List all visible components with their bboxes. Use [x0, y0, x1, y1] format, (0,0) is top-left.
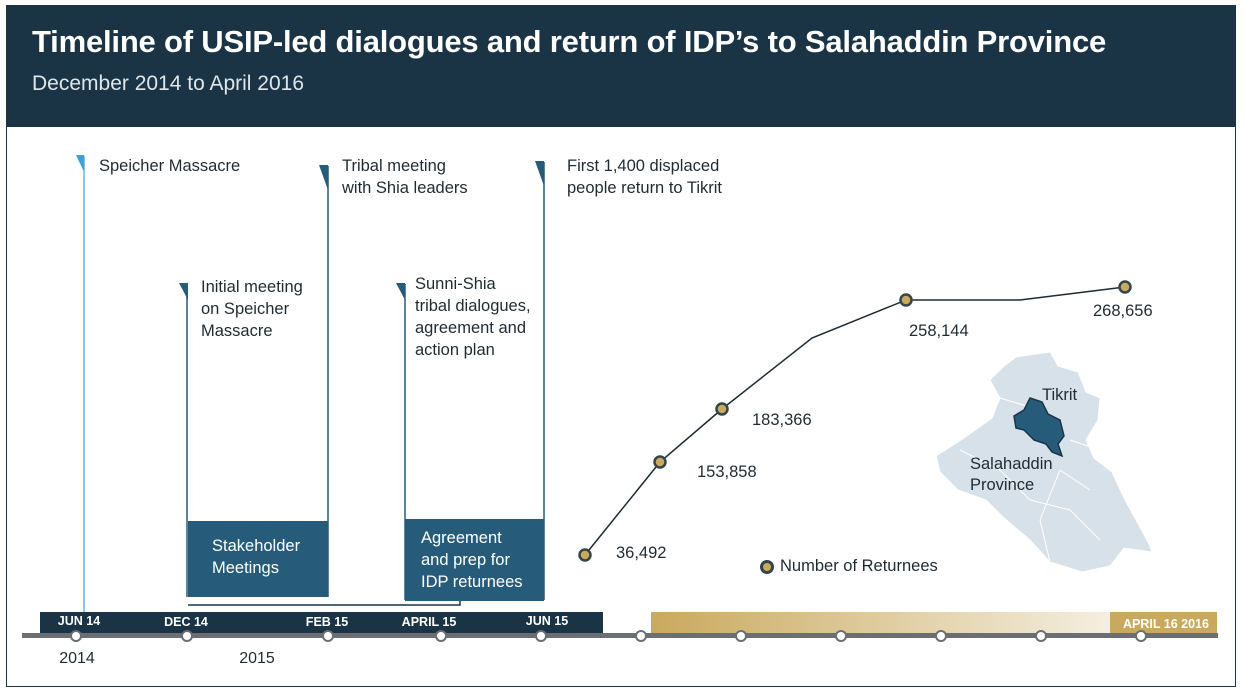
year-label-2014: 2014	[59, 650, 95, 667]
event-initial-meeting-marker	[179, 283, 188, 597]
map-label-tikrit: Tikrit	[1042, 386, 1078, 404]
axis-tick	[635, 630, 647, 642]
event-speicher-label: Speicher Massacre	[99, 157, 241, 175]
axis-tick	[70, 630, 82, 642]
axis-tick	[735, 630, 747, 642]
returnee-point	[653, 455, 667, 469]
axis-label-jun14: JUN 14	[57, 614, 101, 628]
axis-label-dec14: DEC 14	[164, 615, 208, 629]
year-label-2015: 2015	[239, 650, 275, 667]
event-dialogues-marker	[396, 283, 406, 600]
returnee-point	[578, 548, 592, 562]
axis-label-jun15: JUN 15	[525, 614, 569, 628]
axis-tick	[322, 630, 334, 642]
value-label-3: 183,366	[752, 411, 812, 429]
axis-end-label: APRIL 16 2016	[1123, 617, 1209, 631]
axis-tick	[1035, 630, 1047, 642]
axis-dark-band	[40, 612, 603, 633]
axis-tick	[435, 630, 447, 642]
value-label-2: 153,858	[697, 463, 757, 481]
agreement-prep-box: Agreement and prep for IDP returnees	[405, 519, 544, 601]
iraq-map-outline	[935, 351, 1153, 573]
page-subtitle: December 2014 to April 2016	[32, 72, 305, 95]
returnee-point	[1118, 280, 1132, 294]
axis-tick	[181, 630, 193, 642]
value-label-5: 268,656	[1093, 302, 1153, 320]
axis-gold-band	[651, 612, 1217, 633]
iraq-map-internal-borders	[959, 397, 1101, 563]
value-label-4: 258,144	[909, 322, 969, 340]
returnee-points	[578, 280, 1132, 562]
axis-ticks	[70, 630, 1147, 642]
axis-label-april15: APRIL 15	[401, 615, 457, 629]
returnee-point	[715, 402, 729, 416]
legend-label: Number of Returnees	[780, 557, 938, 575]
axis-tick	[535, 630, 547, 642]
axis-baseline	[22, 633, 1218, 638]
event-speicher-marker	[76, 155, 85, 612]
event-tribal-meeting-marker	[319, 165, 329, 597]
axis-tick	[1135, 630, 1147, 642]
salahaddin-province-shape	[1013, 397, 1065, 458]
legend: Number of Returnees	[760, 557, 938, 576]
legend-marker	[760, 559, 774, 574]
iraq-map	[935, 351, 1153, 573]
event-initial-meeting-label: Initial meeting on Speicher Massacre	[201, 278, 303, 340]
event-first-return-label: First 1,400 displaced people return to T…	[567, 157, 722, 197]
axis-end-band	[1110, 612, 1217, 633]
stakeholder-meetings-box: Stakeholder Meetings	[188, 521, 328, 597]
event-tribal-meeting-label: Tribal meeting with Shia leaders	[342, 157, 468, 197]
axis-label-feb15: FEB 15	[305, 615, 349, 629]
axis-tick	[835, 630, 847, 642]
header-banner: Timeline of USIP-led dialogues and retur…	[7, 6, 1235, 127]
axis-tick	[935, 630, 947, 642]
value-label-1: 36,492	[616, 544, 667, 562]
page-title: Timeline of USIP-led dialogues and retur…	[32, 24, 1107, 59]
returnee-point	[899, 293, 913, 307]
event-first-return-marker	[535, 161, 545, 600]
event-dialogues-label: Sunni-Shia tribal dialogues, agreement a…	[415, 275, 531, 359]
map-label-salahaddin: Salahaddin Province	[970, 455, 1053, 494]
